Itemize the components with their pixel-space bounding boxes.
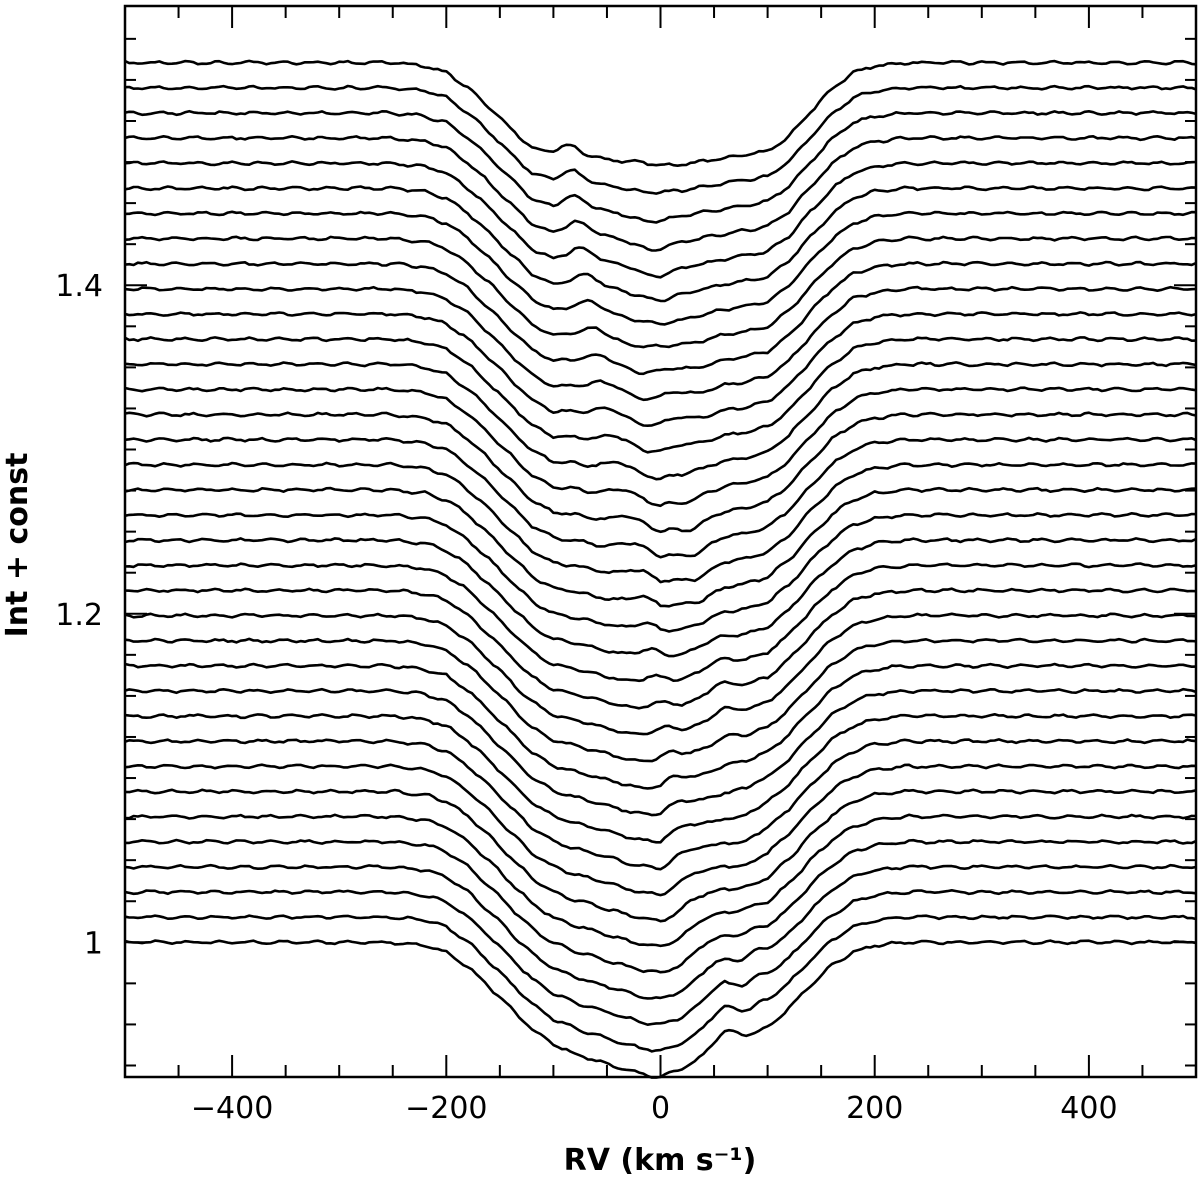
profile-series-group [124, 59, 1197, 1079]
x-tick-label: 400 [1060, 1091, 1117, 1126]
profile-line [125, 838, 1197, 974]
y-axis-title: Int + const [0, 453, 35, 638]
profile-line [124, 813, 1197, 948]
profile-line [124, 889, 1197, 1026]
profile-line [124, 336, 1197, 454]
profile-line [124, 863, 1197, 1000]
profile-line [124, 311, 1197, 427]
profile-line [124, 587, 1197, 710]
profile-line [124, 687, 1197, 817]
profile-line [124, 612, 1197, 736]
profile-line [124, 511, 1197, 633]
y-tick-label: 1.4 [55, 269, 103, 304]
profile-line [124, 135, 1197, 252]
profile-line [124, 210, 1197, 326]
profile-line [124, 763, 1197, 897]
profile-line [124, 637, 1197, 763]
x-tick-label: 0 [651, 1091, 670, 1126]
profile-line [124, 486, 1197, 608]
y-tick-label: 1.2 [55, 598, 103, 633]
x-tick-label: −200 [405, 1091, 487, 1126]
tick-labels-group: −400 −200 0 200 400 1 1.2 1.4 [55, 269, 1117, 1126]
profile-line [124, 738, 1197, 871]
profile-line [124, 285, 1197, 402]
profile-line [124, 235, 1197, 349]
profile-line [124, 562, 1197, 683]
plot-frame [123, 4, 1198, 1079]
x-tick-label: 200 [846, 1091, 903, 1126]
profile-line [124, 662, 1197, 790]
y-tick-label: 1 [84, 926, 103, 961]
profile-line [124, 788, 1197, 923]
profile-line [124, 160, 1197, 279]
profile-line [124, 537, 1197, 658]
profile-line [124, 59, 1197, 167]
x-axis-title: RV (km s⁻¹) [564, 1143, 757, 1178]
profile-line [124, 914, 1197, 1053]
profile-line [124, 386, 1197, 508]
axis-ticks-group [124, 6, 1197, 1077]
profile-line [124, 436, 1197, 559]
profile-line [124, 260, 1197, 376]
profile-line [124, 411, 1197, 534]
profile-line [124, 84, 1197, 195]
profile-line [124, 109, 1197, 224]
profile-line [124, 461, 1197, 584]
x-tick-label: −400 [191, 1091, 273, 1126]
profile-line [124, 713, 1197, 844]
profile-line [124, 185, 1197, 303]
profile-line [124, 361, 1197, 481]
